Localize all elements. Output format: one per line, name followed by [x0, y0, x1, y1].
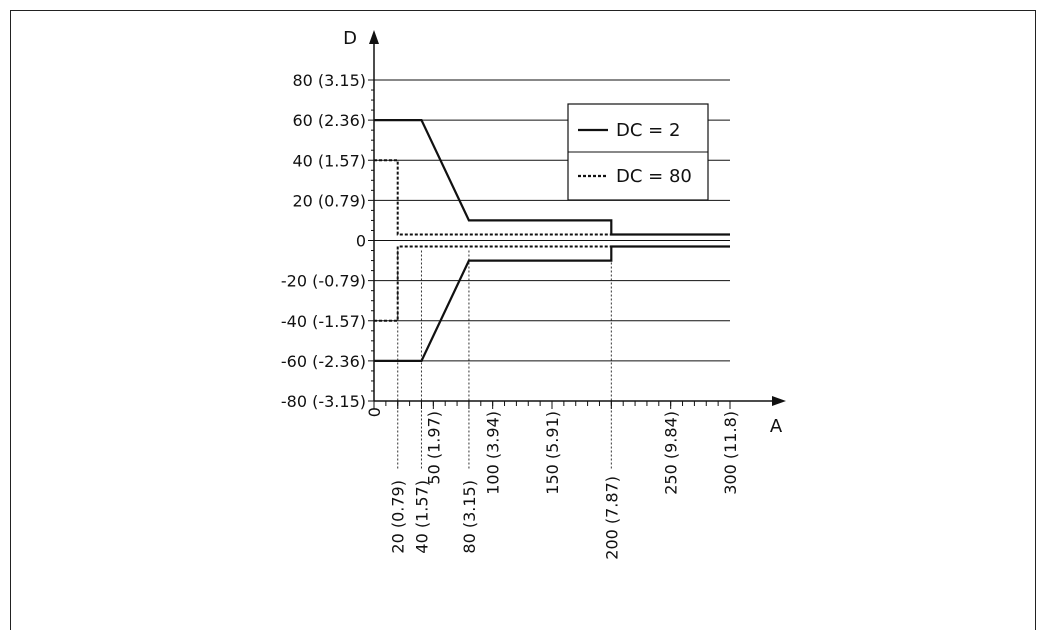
legend-label-1: DC = 80 — [616, 166, 692, 187]
grid — [374, 79, 730, 362]
y-tick-label: 60 (2.36) — [292, 111, 366, 130]
x-tick-label: 250 (9.84) — [662, 411, 681, 495]
x-tick-label: 150 (5.91) — [543, 411, 562, 495]
y-tick-label: -60 (-2.36) — [281, 352, 366, 371]
axes: DA — [343, 28, 786, 437]
y-tick-label: -80 (-3.15) — [281, 392, 366, 411]
series-1-lower-line — [374, 245, 730, 322]
series-0-lower-line — [374, 245, 730, 362]
x-tick-label: 300 (11.8) — [721, 411, 740, 495]
y-axis-label: D — [343, 28, 357, 49]
x-axis-arrow-icon — [772, 396, 786, 406]
y-tick-label: -20 (-0.79) — [281, 272, 366, 291]
x-tick-label: 50 (1.97) — [424, 411, 443, 485]
chart-frame — [10, 10, 1036, 630]
series-group — [374, 118, 730, 362]
legend-label-0: DC = 2 — [616, 120, 680, 141]
y-tick-label: 20 (0.79) — [292, 191, 366, 210]
y-tick-label: 40 (1.57) — [292, 151, 366, 170]
x-tick-label: 80 (3.15) — [460, 480, 479, 554]
y-tick-label: 0 — [356, 232, 366, 251]
y-axis-arrow-icon — [369, 30, 379, 44]
series-1-upper-line — [374, 159, 730, 236]
x-tick-label: 0 — [365, 407, 384, 417]
x-axis-label: A — [770, 416, 783, 437]
x-tick-label: 100 (3.94) — [484, 411, 503, 495]
x-tick-label: 200 (7.87) — [602, 476, 621, 560]
y-tick-label: -40 (-1.57) — [281, 312, 366, 331]
y-tick-label: 80 (3.15) — [292, 71, 366, 90]
x-tick-label: 40 (1.57) — [412, 480, 431, 554]
x-tick-label: 20 (0.79) — [389, 480, 408, 554]
legend: DC = 2 DC = 80 — [567, 103, 709, 201]
tick-labels: 80 (3.15)60 (2.36)40 (1.57)20 (0.79)0-20… — [281, 71, 740, 560]
